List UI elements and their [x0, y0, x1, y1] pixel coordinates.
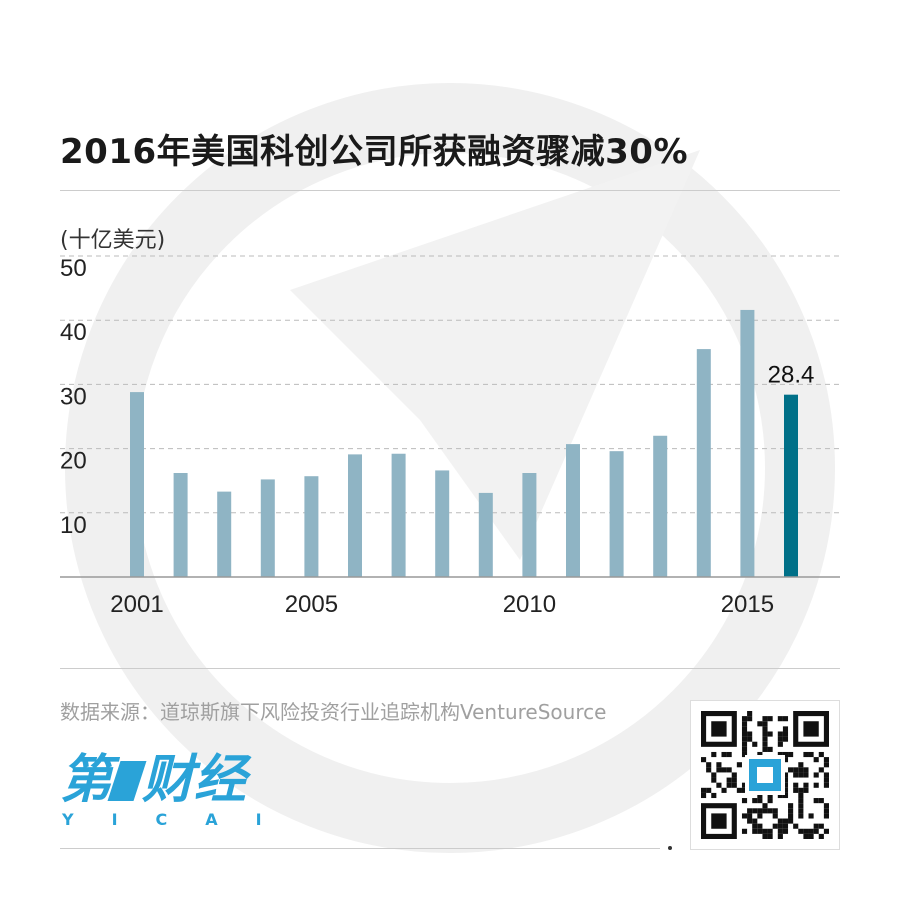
bar-2003 — [217, 491, 232, 577]
yicai-logo: 第财经 YICAI — [60, 752, 300, 832]
source-divider — [60, 668, 840, 669]
logo-slash-icon — [107, 761, 147, 801]
decorative-dot — [668, 846, 672, 850]
bar-2014 — [696, 349, 711, 577]
bar-2005 — [304, 476, 319, 577]
bar-2007 — [391, 453, 406, 577]
data-label: 28.4 — [768, 362, 815, 389]
page-title: 2016年美国科创公司所获融资骤减30% — [60, 132, 689, 172]
logo-subtitle: YICAI — [62, 810, 300, 829]
bar-2010 — [522, 472, 537, 577]
x-tick-label: 2005 — [285, 591, 338, 618]
logo-text-right: 财经 — [142, 750, 247, 810]
bar-2006 — [348, 454, 362, 577]
logo-wordmark: 第财经 — [60, 752, 246, 808]
y-tick-label: 50 — [60, 255, 87, 282]
x-tick-label: 2010 — [503, 591, 556, 618]
bar-2015 — [740, 309, 755, 577]
source-note: 数据来源：道琼斯旗下风险投资行业追踪机构VentureSource — [60, 700, 607, 724]
bar-2004 — [260, 479, 275, 577]
bottom-divider — [60, 848, 660, 849]
bar-2013 — [653, 435, 668, 577]
y-tick-label: 20 — [60, 448, 87, 475]
bar-2001 — [130, 392, 144, 577]
unit-label: (十亿美元) — [60, 228, 166, 253]
bar-2012 — [609, 451, 624, 577]
qr-code-icon[interactable] — [690, 700, 840, 850]
title-divider — [60, 190, 840, 191]
y-tick-label: 40 — [60, 319, 87, 346]
logo-text-left: 第 — [60, 750, 113, 810]
x-tick-label: 2001 — [110, 591, 163, 618]
y-tick-label: 10 — [60, 512, 87, 539]
bar-2016 — [784, 394, 798, 577]
bar-2009 — [478, 492, 493, 577]
bar-2008 — [435, 470, 450, 577]
x-tick-label: 2015 — [721, 591, 774, 618]
bar-2011 — [566, 444, 580, 577]
y-tick-label: 30 — [60, 383, 87, 410]
bar-2002 — [173, 472, 188, 577]
